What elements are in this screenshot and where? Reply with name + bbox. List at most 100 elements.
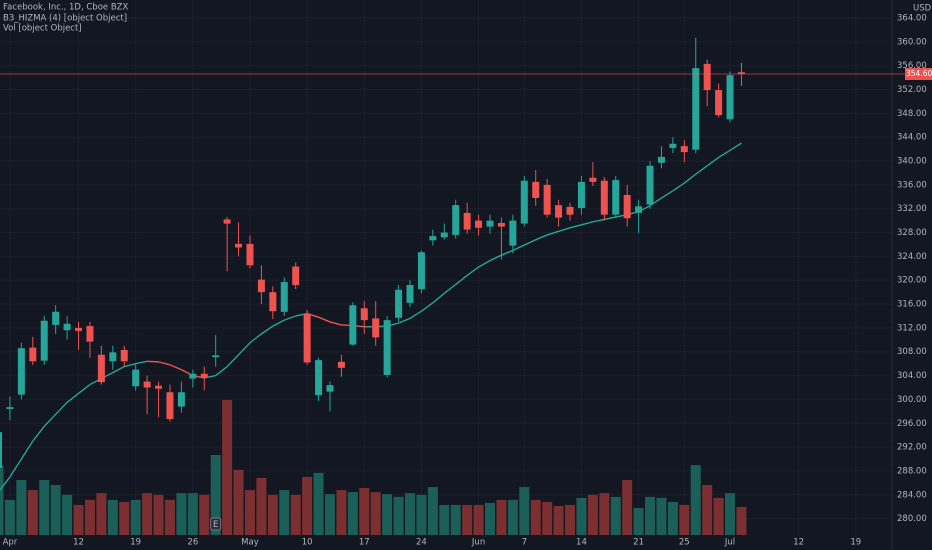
volume-bar (690, 465, 701, 535)
moving-average-segment (501, 249, 514, 256)
volume-bar (473, 504, 484, 535)
volume-bar (622, 479, 633, 535)
moving-average-segment (455, 274, 468, 285)
moving-average-segment (169, 364, 182, 371)
volume-bar (210, 455, 221, 535)
candle-body (212, 355, 220, 358)
moving-average-segment (43, 413, 57, 427)
candle-body (497, 223, 505, 227)
moving-average-segment (329, 321, 342, 326)
volume-bar (439, 504, 450, 535)
volume-bar (679, 504, 690, 535)
y-tick-label: 364.00 (897, 13, 927, 23)
volume-bar (347, 492, 358, 535)
volume-bar (587, 494, 598, 535)
candle-body (315, 360, 323, 396)
candle-body (337, 361, 345, 368)
moving-average-segment (546, 230, 559, 236)
candle-body (566, 206, 574, 215)
x-tick-label: 10 (302, 538, 313, 548)
y-tick-label: 328.00 (897, 228, 927, 238)
candle-body (177, 392, 185, 407)
volume-bar (267, 494, 278, 535)
volume-bar (50, 485, 61, 535)
moving-average-segment (20, 440, 34, 460)
volume-bar (370, 492, 381, 535)
moving-average-segment (661, 190, 674, 199)
moving-average-segment (466, 266, 479, 277)
x-tick-label: Jun (471, 538, 485, 548)
candle-body (692, 68, 700, 150)
y-tick-label: 292.00 (897, 443, 927, 453)
y-tick-label: 280.00 (897, 514, 927, 524)
volume-bar (576, 497, 587, 535)
candle-body (155, 385, 163, 389)
moving-average-segment (718, 149, 731, 159)
moving-average-segment (729, 142, 742, 151)
x-tick-label: 21 (633, 538, 644, 548)
volume-bar (645, 496, 656, 535)
y-tick-label: 296.00 (897, 419, 927, 429)
volume-bar (130, 499, 141, 535)
candle-body (635, 206, 643, 213)
moving-average-segment (672, 182, 685, 192)
moving-average-segment (124, 362, 136, 368)
candle-body (349, 305, 357, 345)
volume-bar (450, 504, 461, 535)
volume-bar (565, 504, 576, 535)
volume-bar (16, 479, 27, 535)
volume-bar (359, 488, 370, 535)
candle-body (417, 252, 425, 290)
candle-body (280, 282, 288, 312)
candle-body (463, 212, 471, 230)
y-tick-label: 284.00 (897, 490, 927, 500)
candle-body (520, 180, 528, 224)
x-tick-label: May (241, 538, 259, 548)
candle-body (360, 308, 368, 321)
volume-bar (519, 487, 530, 535)
volume-bar (73, 504, 84, 535)
volume-bar (393, 496, 404, 535)
candle-body (86, 326, 94, 342)
x-tick-label: 25 (679, 538, 690, 548)
chart-title: Facebook, Inc., 1D, Cboe BZX (3, 3, 128, 13)
candle-body (726, 75, 734, 120)
volume-bar (507, 499, 518, 535)
volume-bar (382, 494, 393, 535)
moving-average-segment (226, 354, 240, 368)
candle-body (109, 352, 117, 362)
candle-body (223, 219, 231, 224)
volume-bar (199, 494, 210, 535)
candle-body (555, 205, 563, 218)
candle-body (532, 181, 540, 198)
volume-bar (530, 499, 541, 535)
y-tick-label: 336.00 (897, 180, 927, 190)
volume-bar (496, 499, 507, 535)
y-tick-label: 352.00 (897, 85, 927, 95)
candle-body (166, 392, 174, 420)
volume-bar (553, 505, 564, 535)
candle-body (326, 385, 334, 392)
y-tick-label: 316.00 (897, 300, 927, 310)
volume-bar (610, 496, 621, 535)
moving-average-segment (706, 156, 720, 167)
volume-bar (62, 494, 73, 535)
moving-average-segment (478, 259, 491, 268)
candle-body (120, 349, 128, 362)
moving-average-segment (683, 173, 697, 184)
moving-average-segment (249, 333, 262, 344)
moving-average-segment (523, 239, 537, 246)
volume-bar (302, 476, 313, 535)
y-tick-label: 304.00 (897, 371, 927, 381)
volume-bar (176, 493, 187, 535)
moving-average-segment (0, 476, 11, 492)
volume-bar (702, 485, 713, 535)
volume-bar (187, 493, 198, 535)
moving-average-segment (9, 458, 22, 478)
earnings-marker: E (213, 520, 218, 530)
volume-bar (736, 506, 747, 535)
volume-bar (336, 490, 347, 535)
moving-average-segment (318, 316, 331, 323)
volume-bar (39, 479, 50, 535)
